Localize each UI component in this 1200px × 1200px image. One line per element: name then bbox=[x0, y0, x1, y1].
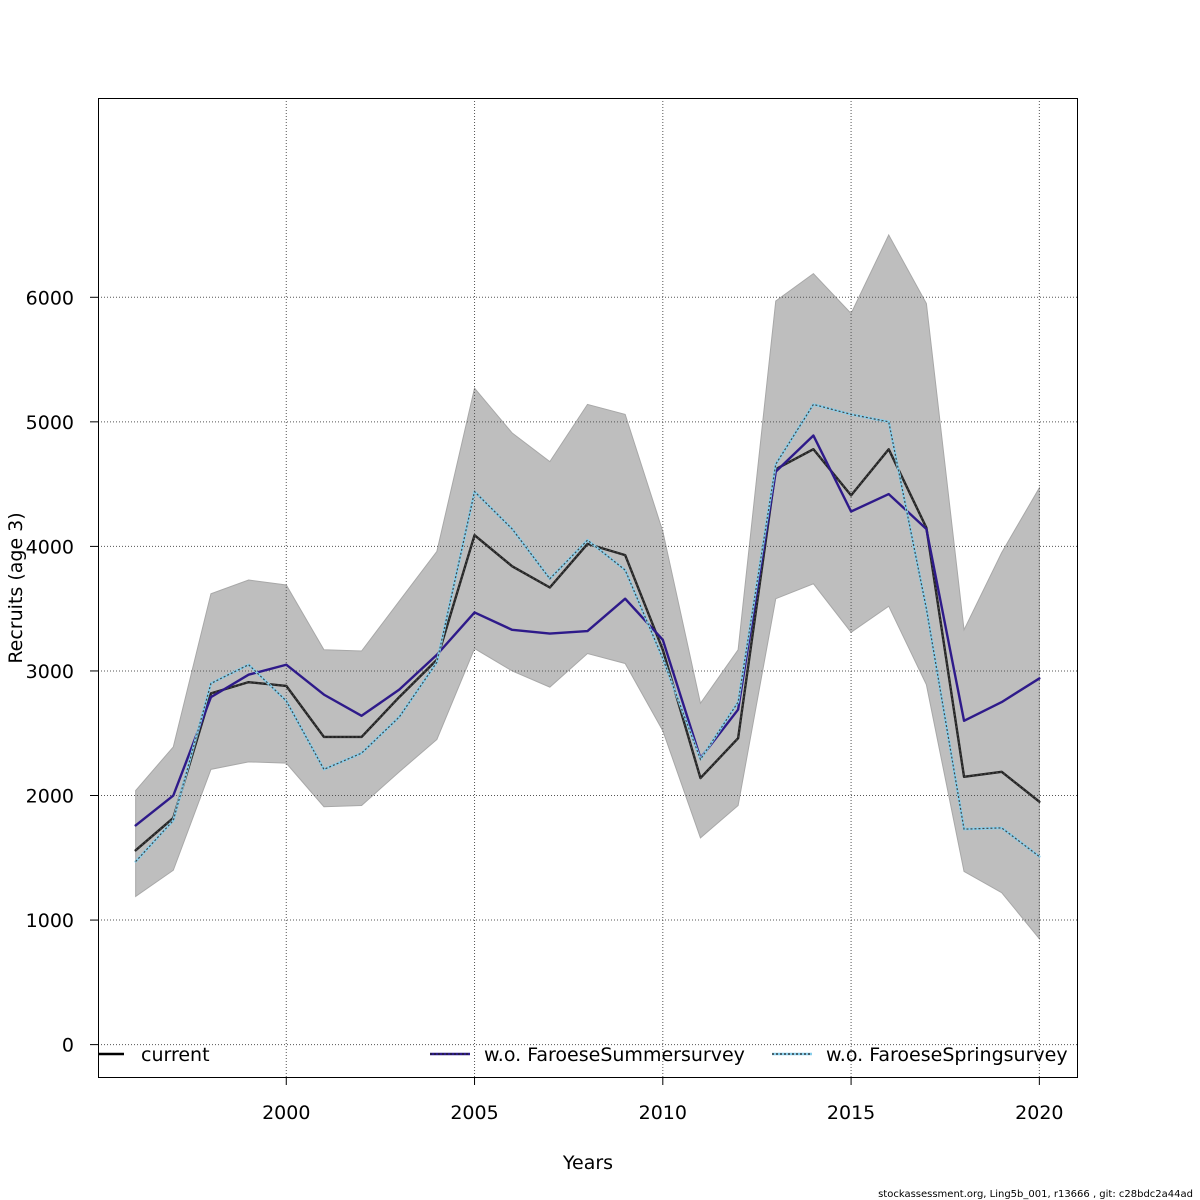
y-tick-label-3000: 3000 bbox=[26, 661, 74, 683]
y-tick-label-4000: 4000 bbox=[26, 536, 74, 558]
y-tick-label-6000: 6000 bbox=[26, 287, 74, 309]
legend-label-summersurvey: w.o. FaroeseSummersurvey bbox=[484, 1044, 745, 1066]
y-tick-label-0: 0 bbox=[62, 1035, 74, 1057]
x-tick-label-2010: 2010 bbox=[639, 1102, 687, 1124]
plot-frame bbox=[98, 98, 1078, 1078]
series-line-w-o-faroesesummersurvey bbox=[134, 434, 1041, 827]
x-tick-label-2015: 2015 bbox=[827, 1102, 875, 1124]
axis-layer: 2000 2005 2010 2015 2020 0 1000 2000 3000 4000 500… bbox=[26, 287, 1064, 1124]
series-line-current-dash bbox=[135, 448, 1040, 851]
series-line-w-o-faroesespringsurvey-dash bbox=[135, 403, 1040, 862]
x-tick-label-2005: 2005 bbox=[450, 1102, 498, 1124]
legend-label-current: current bbox=[141, 1044, 210, 1066]
confidence-band-layer bbox=[135, 233, 1040, 941]
y-tick-label-1000: 1000 bbox=[26, 910, 74, 932]
confidence-band bbox=[135, 233, 1040, 941]
legend-label-springsurvey: w.o. FaroeseSpringsurvey bbox=[826, 1044, 1068, 1066]
footnote: stockassessment.org, Ling5b_001, r13666 … bbox=[878, 1189, 1193, 1200]
y-axis-title: Recruits (age 3) bbox=[5, 512, 27, 663]
series-layer bbox=[134, 403, 1041, 863]
x-tick-label-2000: 2000 bbox=[262, 1102, 310, 1124]
y-tick-label-2000: 2000 bbox=[26, 786, 74, 808]
x-tick-label-2020: 2020 bbox=[1015, 1102, 1063, 1124]
grid-layer bbox=[98, 98, 1077, 1077]
x-axis-title: Years bbox=[562, 1152, 613, 1174]
y-tick-label-5000: 5000 bbox=[26, 412, 74, 434]
legend: current w.o. FaroeseSummersurvey w.o. Fa… bbox=[98, 1044, 1068, 1066]
